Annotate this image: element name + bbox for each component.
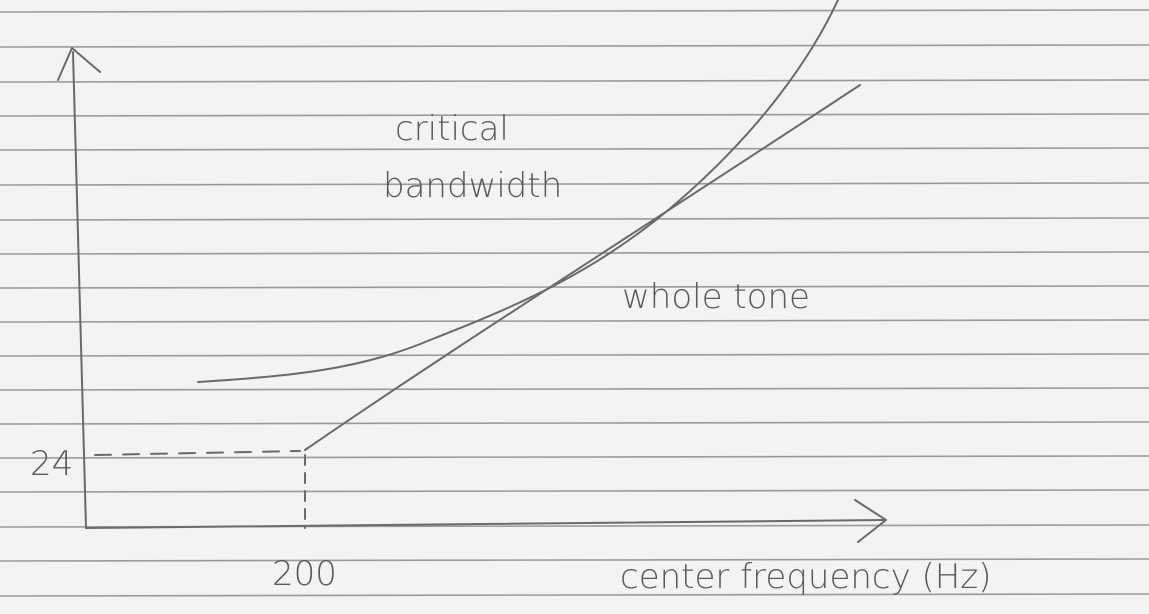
x-arrow xyxy=(854,499,887,543)
x-tick-label: 200 xyxy=(272,554,337,594)
curve-label: critical xyxy=(395,109,509,149)
critical-bandwidth-curve xyxy=(197,0,839,383)
y-axis xyxy=(72,51,87,529)
y-tick-label: 24 xyxy=(30,444,73,484)
curve-label: bandwidth xyxy=(383,166,562,206)
guide-h xyxy=(94,450,301,456)
y-arrow xyxy=(57,47,101,81)
axes xyxy=(57,47,887,543)
curve-label: whole tone xyxy=(622,277,810,317)
x-axis xyxy=(85,519,886,529)
ruled-lines xyxy=(0,9,1149,597)
x-axis-title: center frequency (Hz) xyxy=(620,557,991,597)
